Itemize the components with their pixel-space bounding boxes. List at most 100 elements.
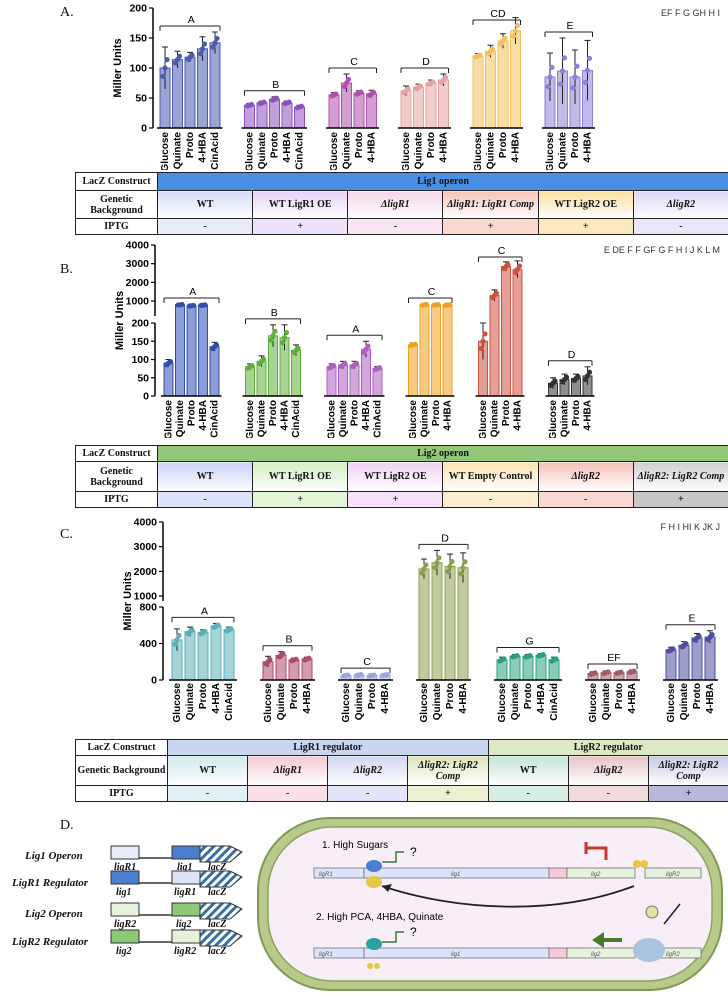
data-point bbox=[358, 89, 364, 95]
x-tick-label: 4-HBA bbox=[583, 132, 594, 163]
bar bbox=[691, 637, 703, 681]
x-tick-label: 4-HBA bbox=[511, 132, 522, 163]
bar bbox=[485, 50, 496, 129]
protein-icon bbox=[366, 860, 382, 872]
bg-cell: WT LigR1 OE bbox=[252, 461, 349, 492]
x-tick-label: Glucose bbox=[401, 132, 412, 170]
data-point bbox=[510, 33, 517, 39]
ligand-icon bbox=[645, 905, 659, 919]
bar bbox=[431, 304, 441, 397]
gene-left: ligR2 bbox=[114, 919, 137, 930]
bar bbox=[209, 346, 220, 397]
bg-cell: ΔligR2 bbox=[537, 461, 634, 492]
x-tick-label: Quinate bbox=[338, 400, 349, 438]
data-point bbox=[586, 369, 593, 375]
y-tick-label: 1000 bbox=[126, 296, 150, 308]
gene-label: lig2 bbox=[591, 952, 601, 958]
x-tick-label: CinAcid bbox=[549, 683, 560, 721]
iptg-cell: + bbox=[647, 785, 728, 802]
x-tick-label: Proto bbox=[692, 683, 703, 709]
bg-cell: ΔligR1 bbox=[347, 190, 444, 219]
bar bbox=[328, 94, 340, 129]
data-point bbox=[502, 35, 508, 41]
construct-diagram bbox=[110, 845, 243, 863]
x-tick-label: Quinate bbox=[185, 683, 196, 721]
bar bbox=[197, 632, 209, 681]
bar bbox=[512, 268, 523, 397]
y-axis-label: Miller Units bbox=[112, 38, 124, 97]
data-point bbox=[549, 64, 555, 70]
x-tick-label: Quinate bbox=[276, 683, 287, 721]
data-point bbox=[283, 329, 290, 336]
data-point bbox=[212, 40, 218, 46]
x-tick-label: 4-HBA bbox=[302, 683, 313, 714]
bg-cell: WT bbox=[487, 755, 569, 786]
gene-label: lig1 bbox=[451, 952, 460, 958]
gene-label: lig1 bbox=[451, 872, 460, 878]
data-point bbox=[514, 652, 520, 659]
x-tick-label: CinAcid bbox=[224, 683, 235, 721]
gene-label: ligR2 bbox=[666, 872, 680, 878]
x-tick-label: Quinate bbox=[679, 683, 690, 721]
data-point bbox=[279, 340, 286, 346]
gene-left: ligR1 bbox=[114, 862, 137, 873]
x-tick-label: Glucose bbox=[588, 683, 599, 723]
bg-cell: WT LigR1 OE bbox=[252, 190, 349, 219]
iptg-cell: - bbox=[156, 491, 254, 508]
data-point bbox=[293, 656, 299, 662]
bar bbox=[501, 265, 511, 397]
bg-cell: ΔligR2 bbox=[632, 190, 728, 219]
x-tick-label: Glucose bbox=[327, 400, 338, 438]
x-tick-label: CinAcid bbox=[291, 400, 302, 438]
x-tick-label: Quinate bbox=[432, 683, 443, 721]
iptg-cell: + bbox=[632, 491, 728, 508]
row-label-iptg: IPTG bbox=[75, 491, 158, 508]
x-tick-label: 4-HBA bbox=[198, 400, 209, 431]
data-point bbox=[460, 565, 466, 571]
data-point bbox=[202, 628, 208, 635]
significance-letter: E bbox=[566, 20, 573, 32]
data-point bbox=[306, 655, 312, 661]
iptg-cell: - bbox=[442, 491, 539, 508]
y-axis-label: Miller Units bbox=[114, 291, 126, 350]
data-point bbox=[446, 302, 453, 308]
lig1-operon-header: Lig1 operon bbox=[157, 172, 728, 191]
data-point bbox=[330, 363, 337, 369]
y-tick-label: 1000 bbox=[134, 591, 158, 603]
data-point bbox=[270, 333, 276, 339]
promoter-arrow-icon bbox=[382, 931, 404, 943]
x-tick-label: 4-HBA bbox=[458, 683, 469, 714]
x-tick-label: Quinate bbox=[257, 132, 268, 170]
data-point bbox=[605, 669, 611, 675]
data-point bbox=[298, 103, 305, 109]
data-point bbox=[160, 73, 166, 79]
bar bbox=[288, 659, 300, 681]
gene-left: lig1 bbox=[116, 887, 132, 898]
data-point bbox=[709, 631, 715, 638]
construct-name: Lig2 Operon bbox=[25, 908, 83, 920]
data-point bbox=[434, 560, 440, 566]
y-tick-label: 0 bbox=[143, 391, 149, 403]
x-tick-label: Glucose bbox=[408, 400, 419, 438]
construct-diagram bbox=[110, 870, 243, 888]
data-point bbox=[516, 263, 523, 269]
gene-target: ligR2 bbox=[174, 946, 197, 957]
data-point bbox=[162, 65, 168, 71]
data-point bbox=[197, 51, 204, 57]
significance-letter: D bbox=[568, 349, 576, 361]
x-tick-label: CinAcid bbox=[210, 132, 221, 170]
iptg-cell: - bbox=[632, 218, 728, 235]
significance-letter: A bbox=[352, 323, 359, 335]
data-point bbox=[570, 85, 576, 91]
construct-diagram bbox=[110, 902, 243, 920]
data-point bbox=[505, 262, 511, 268]
bar bbox=[489, 294, 500, 397]
ligr2-regulator-header: LigR2 regulator bbox=[487, 739, 728, 756]
row-label-background: Genetic Background bbox=[75, 190, 158, 219]
bg-cell: WT bbox=[166, 755, 249, 786]
data-point bbox=[572, 74, 578, 80]
y-tick-label: 4000 bbox=[134, 517, 158, 529]
data-point bbox=[342, 360, 348, 367]
data-point bbox=[552, 378, 558, 384]
